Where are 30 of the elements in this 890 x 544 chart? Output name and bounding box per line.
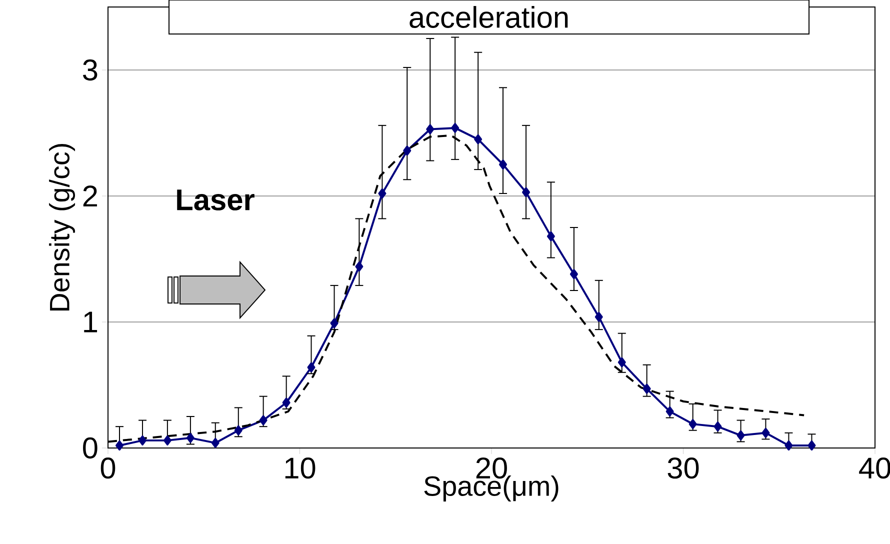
point [618,357,626,368]
y-tick-label: 0 [83,437,98,459]
x-tick-label: 30 [668,458,699,479]
point [642,384,651,394]
point [426,124,434,134]
annotation: Laser [177,190,254,210]
point [570,269,578,280]
point [378,188,386,198]
point [355,262,364,272]
point [116,440,124,450]
point [163,435,172,446]
point [499,159,508,170]
y-tick-label: 3 [83,59,98,81]
y-tick-label: 1 [84,312,98,332]
point [522,187,530,198]
x-tick-label: 0 [100,458,116,479]
y-tick-label: 2 [83,186,97,206]
point [808,440,816,450]
y-axis-title: Density (g/cc) [49,144,76,310]
x-tick-label: 10 [285,458,316,479]
annotation: acceleration [410,6,568,28]
point [594,312,603,322]
point [474,134,482,144]
x-tick-label: 40 [859,458,890,479]
point [211,438,220,448]
point [784,440,793,450]
point [403,146,412,156]
point [451,122,460,133]
point [546,231,555,242]
point [138,435,147,446]
